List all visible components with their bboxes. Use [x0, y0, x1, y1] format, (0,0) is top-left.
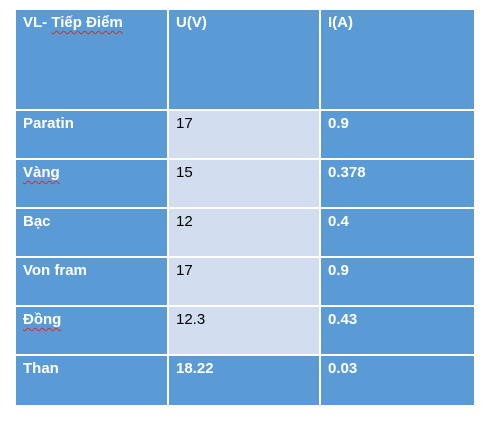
table-row: Paratin 17 0.9 [14, 109, 476, 160]
voltage-cell: 12 [167, 207, 321, 258]
current-cell: 0.03 [319, 354, 476, 407]
voltage-cell: 17 [167, 256, 321, 307]
table-row: Than 18.22 0.03 [14, 354, 476, 407]
material-cell: Paratin [14, 109, 169, 160]
material-cell: Đồng [14, 305, 169, 356]
header-material-prefix: VL- [23, 14, 52, 31]
current-cell: 0.9 [319, 256, 476, 307]
current-cell: 0.43 [319, 305, 476, 356]
current-cell: 0.4 [319, 207, 476, 258]
header-cell-material: VL- Tiếp Điểm [14, 8, 169, 111]
current-cell: 0.378 [319, 158, 476, 209]
header-material-label: Tiếp Điểm [51, 14, 123, 31]
table-row: Vàng 15 0.378 [14, 158, 476, 209]
material-cell: Than [14, 354, 169, 407]
table-header-row: VL- Tiếp Điểm U(V) I(A) [14, 8, 476, 111]
table-row: Bạc 12 0.4 [14, 207, 476, 258]
voltage-cell: 18.22 [167, 354, 321, 407]
material-cell: Von fram [14, 256, 169, 307]
contact-material-table: VL- Tiếp Điểm U(V) I(A) Paratin 17 0.9 V… [14, 8, 476, 407]
voltage-cell: 12.3 [167, 305, 321, 356]
material-cell: Bạc [14, 207, 169, 258]
voltage-cell: 15 [167, 158, 321, 209]
voltage-cell: 17 [167, 109, 321, 160]
table-row: Đồng 12.3 0.43 [14, 305, 476, 356]
material-label: Vàng [23, 164, 60, 181]
header-cell-voltage: U(V) [167, 8, 321, 111]
current-cell: 0.9 [319, 109, 476, 160]
header-cell-current: I(A) [319, 8, 476, 111]
table-row: Von fram 17 0.9 [14, 256, 476, 307]
material-label: Đồng [23, 311, 62, 328]
material-cell: Vàng [14, 158, 169, 209]
